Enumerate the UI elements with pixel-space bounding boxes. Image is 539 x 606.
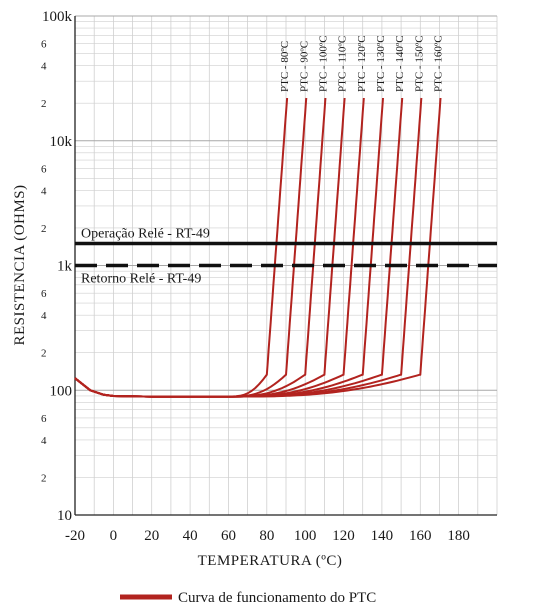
y-minor-tick-label: 4 [41, 185, 47, 197]
x-tick-label: 20 [144, 528, 159, 544]
series-label-ptc-100: PTC - 100ºC [317, 35, 329, 92]
x-tick-label: -20 [65, 528, 85, 544]
y-tick-label: 100k [42, 9, 73, 25]
series-label-ptc-150: PTC - 150ºC [413, 35, 425, 92]
y-minor-tick-label: 4 [41, 61, 47, 73]
legend-label: Curva de funcionamento do PTC [178, 590, 376, 606]
reference-label-dashed: Retorno Relé - RT-49 [81, 272, 201, 287]
y-tick-label: 1k [57, 259, 73, 275]
y-minor-tick-label: 6 [41, 288, 47, 300]
y-minor-tick-label: 4 [41, 310, 47, 322]
series-line-ptc-90 [74, 97, 308, 398]
y-minor-tick-label: 4 [41, 435, 47, 447]
series-line-ptc-80 [74, 97, 289, 398]
series-label-ptc-90: PTC - 90ºC [298, 41, 310, 92]
y-tick-label: 100 [50, 383, 73, 399]
series-label-ptc-120: PTC - 120ºC [356, 35, 368, 92]
x-tick-label: 0 [110, 528, 118, 544]
series-lines [74, 97, 442, 398]
series-line-ptc-110 [74, 97, 346, 398]
x-tick-label: 180 [447, 528, 470, 544]
series-line-ptc-120 [74, 97, 365, 398]
series-labels: PTC - 80ºC PTC - 90ºC PTC - 100ºC PTC - 110… [279, 35, 444, 92]
x-tick-label: 100 [294, 528, 317, 544]
series-line-ptc-130 [74, 97, 384, 398]
reference-label-solid: Operação Relé - RT-49 [81, 227, 210, 242]
x-axis-label: TEMPERATURA (ºC) [198, 553, 343, 569]
series-label-ptc-130: PTC - 130ºC [375, 35, 387, 92]
series-label-ptc-80: PTC - 80ºC [279, 41, 291, 92]
legend: Curva de funcionamento do PTC [120, 590, 376, 606]
series-line-ptc-160 [74, 97, 442, 398]
series-line-ptc-150 [74, 97, 423, 398]
y-tick-labels: 10 100 1k 10k 100k 2 4 6 2 4 6 2 4 6 2 4 6 [41, 9, 73, 524]
x-tick-label: 80 [259, 528, 274, 544]
x-tick-labels: -20 0 20 40 60 80 100 120 140 160 180 [65, 528, 470, 544]
x-tick-label: 40 [183, 528, 198, 544]
series-label-ptc-110: PTC - 110ºC [337, 36, 349, 92]
y-axis-label: RESISTENCIA (OHMS) [12, 184, 28, 345]
y-minor-tick-label: 6 [41, 163, 47, 175]
y-minor-tick-label: 2 [41, 348, 47, 360]
series-label-ptc-140: PTC - 140ºC [394, 35, 406, 92]
y-tick-label: 10 [57, 508, 72, 524]
x-tick-label: 120 [332, 528, 355, 544]
y-minor-tick-label: 2 [41, 223, 47, 235]
y-minor-tick-label: 6 [41, 413, 47, 425]
y-tick-label: 10k [50, 134, 73, 150]
reference-lines: Operação Relé - RT-49 Retorno Relé - RT-4… [75, 227, 497, 287]
x-tick-label: 160 [409, 528, 432, 544]
x-tick-label: 60 [221, 528, 236, 544]
y-minor-tick-label: 6 [41, 39, 47, 51]
series-label-ptc-160: PTC - 160ºC [433, 35, 445, 92]
y-minor-tick-label: 2 [41, 98, 47, 110]
y-minor-tick-label: 2 [41, 472, 47, 484]
x-tick-label: 140 [371, 528, 394, 544]
